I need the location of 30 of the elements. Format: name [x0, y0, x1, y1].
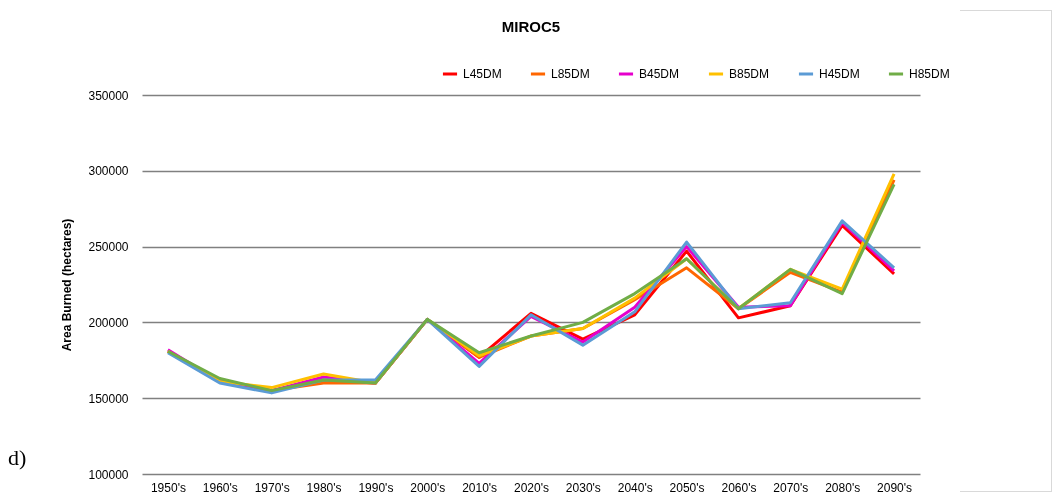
- x-tick-label: 2070's: [773, 480, 809, 495]
- y-tick-label: 350000: [88, 88, 129, 103]
- y-tick-label: 150000: [88, 391, 129, 406]
- y-axis-title: Area Burned (hectares): [60, 218, 75, 352]
- x-tick-label: 2010's: [462, 480, 498, 495]
- legend-label: B85DM: [729, 67, 770, 81]
- legend-label: B45DM: [639, 67, 680, 81]
- x-tick-label: 2050's: [669, 480, 705, 495]
- x-tick-label: 1950's: [150, 480, 186, 495]
- legend-label: H85DM: [909, 67, 950, 81]
- x-tick-label: 2060's: [721, 480, 757, 495]
- y-tick-label: 250000: [88, 240, 129, 255]
- x-tick-label: 1970's: [254, 480, 290, 495]
- x-tick-label: 2000's: [410, 480, 446, 495]
- legend-label: L45DM: [463, 67, 502, 81]
- x-tick-label: 2040's: [617, 480, 653, 495]
- legend-label: H45DM: [819, 67, 860, 81]
- chart-title: MIROC5: [501, 18, 561, 35]
- text: d): [8, 445, 27, 471]
- legend-label: L85DM: [551, 67, 590, 81]
- x-tick-label: 1960's: [202, 480, 238, 495]
- y-tick-label: 200000: [88, 315, 129, 330]
- y-tick-label: 100000: [88, 467, 129, 482]
- x-tick-label: 2020's: [514, 480, 549, 495]
- x-tick-label: 2080's: [825, 480, 861, 495]
- x-tick-label: 1980's: [306, 480, 342, 495]
- x-tick-label: 1990's: [358, 480, 394, 495]
- x-tick-label: 2030's: [565, 480, 601, 495]
- x-tick-label: 2090's: [877, 480, 913, 495]
- y-tick-label: 300000: [88, 164, 129, 179]
